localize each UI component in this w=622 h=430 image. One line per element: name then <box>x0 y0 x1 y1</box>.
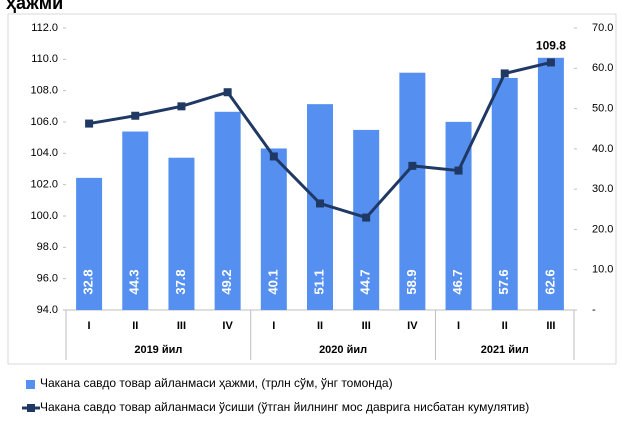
line-marker <box>85 119 94 128</box>
group-label: 2021 йил <box>481 344 529 356</box>
y2-tick-label: 20.0 <box>592 223 613 235</box>
y-tick-label: 100.0 <box>30 210 58 222</box>
line-marker <box>131 111 140 120</box>
line-marker <box>546 58 555 67</box>
bar <box>122 131 149 310</box>
bar-value-label: 32.8 <box>81 269 96 294</box>
y-tick-label: 98.0 <box>37 241 58 253</box>
x-tick-label: I <box>272 320 275 332</box>
bar-value-label: 44.3 <box>127 269 142 294</box>
group-label: 2019 йил <box>134 344 182 356</box>
y2-tick-label: 60.0 <box>592 62 613 74</box>
bar-value-label: 37.8 <box>173 269 188 294</box>
bar <box>491 77 518 310</box>
x-tick-label: III <box>546 320 555 332</box>
bar-value-label: 44.7 <box>358 269 373 294</box>
chart-frame <box>7 13 617 365</box>
line-marker <box>269 152 278 161</box>
line-marker <box>408 161 417 170</box>
chart-title: ҳажми <box>6 0 63 13</box>
line-value-label: 109.8 <box>536 39 566 53</box>
legend-label: Чакана савдо товар айланмаси ҳажми, (трл… <box>40 376 393 390</box>
y-tick-label: 104.0 <box>30 147 58 159</box>
x-tick-label: IV <box>222 320 233 332</box>
bar-value-label: 46.7 <box>450 269 465 294</box>
group-label: 2020 йил <box>319 344 367 356</box>
legend-swatch <box>26 380 35 389</box>
y-tick-label: 110.0 <box>31 53 58 65</box>
y-tick-label: 112.0 <box>31 22 58 34</box>
y2-tick-label: - <box>592 304 596 316</box>
y2-tick-label: 70.0 <box>592 22 613 34</box>
bar-value-label: 62.6 <box>542 269 557 294</box>
y-tick-label: 106.0 <box>30 116 58 128</box>
x-tick-label: II <box>132 320 138 332</box>
line-marker <box>177 102 186 111</box>
legend-label: Чакана савдо товар айланмаси ўсиши (ўтга… <box>40 400 529 414</box>
y2-tick-label: 10.0 <box>592 264 613 276</box>
bar-value-label: 40.1 <box>265 269 280 294</box>
y-tick-label: 94.0 <box>37 304 58 316</box>
bar <box>168 157 195 310</box>
y-tick-label: 102.0 <box>30 179 58 191</box>
line-marker <box>454 166 463 175</box>
y-tick-label: 108.0 <box>30 85 58 97</box>
y-tick-label: 96.0 <box>37 273 58 285</box>
y2-tick-label: 50.0 <box>592 102 613 114</box>
bar-value-label: 57.6 <box>496 269 511 294</box>
legend-marker <box>27 404 35 412</box>
x-tick-label: III <box>362 320 371 332</box>
bar <box>537 57 564 310</box>
x-tick-label: I <box>457 320 460 332</box>
bar <box>214 111 241 311</box>
bar-value-label: 51.1 <box>311 269 326 294</box>
bar <box>399 72 426 311</box>
line-marker <box>362 213 371 222</box>
x-tick-label: II <box>502 320 508 332</box>
bar-value-label: 49.2 <box>219 269 234 294</box>
x-tick-label: III <box>177 320 186 332</box>
bar <box>76 177 103 310</box>
x-tick-label: II <box>317 320 323 332</box>
bar-value-label: 58.9 <box>404 269 419 294</box>
x-tick-label: IV <box>407 320 418 332</box>
line-marker <box>316 199 324 208</box>
x-tick-label: I <box>88 320 91 332</box>
line-marker <box>223 88 232 97</box>
y2-tick-label: 30.0 <box>592 183 613 195</box>
y2-tick-label: 40.0 <box>592 143 613 155</box>
line-marker <box>500 69 509 78</box>
bar <box>260 148 287 310</box>
